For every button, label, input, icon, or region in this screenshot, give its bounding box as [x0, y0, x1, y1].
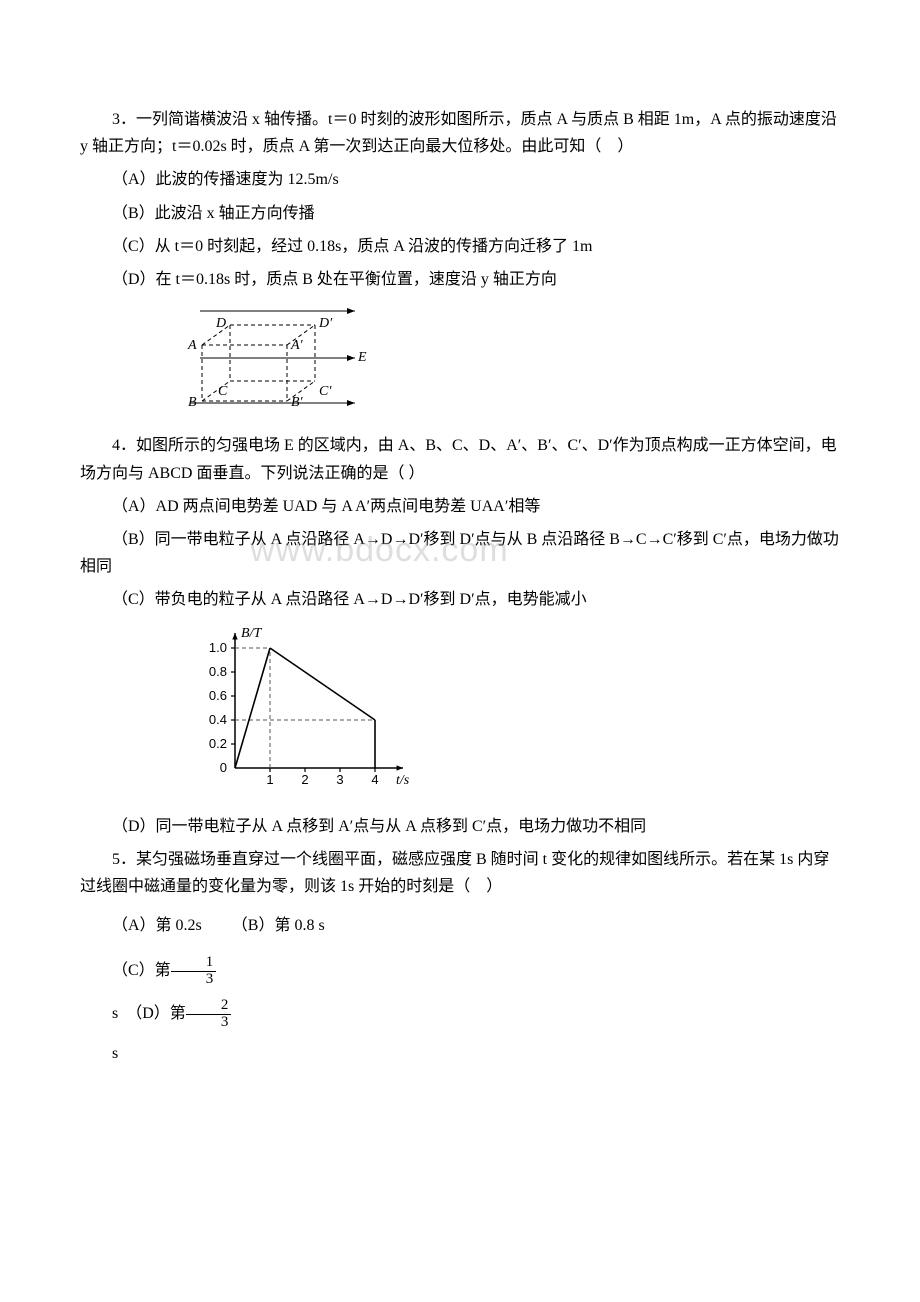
- q5-s-2: s: [80, 1040, 840, 1067]
- q5-c-den: 3: [171, 972, 217, 988]
- q5-d-den: 3: [186, 1015, 232, 1031]
- svg-text:C: C: [218, 384, 228, 399]
- svg-text:4: 4: [371, 772, 378, 787]
- svg-text:B: B: [188, 395, 197, 410]
- svg-text:t/s: t/s: [396, 773, 410, 788]
- fig-bt-graph: 0.2 0.4 0.6 0.8 1.0 0 1 2 3 4 B/T t/s: [180, 623, 840, 802]
- svg-text:3: 3: [336, 772, 343, 787]
- q4-option-c: （C）带负电的粒子从 A 点沿路径 A→D→D′移到 D′点，电势能减小: [80, 586, 840, 613]
- q5-option-a: （A）第 0.2s: [80, 912, 202, 939]
- q5-s-and-d: s （D）第23: [80, 998, 840, 1031]
- q3-option-d: （D）在 t＝0.18s 时，质点 B 处在平衡位置，速度沿 y 轴正方向: [80, 266, 840, 293]
- svg-text:D: D: [215, 316, 226, 331]
- q5-s-1: s: [112, 1005, 118, 1022]
- svg-text:2: 2: [301, 772, 308, 787]
- svg-text:1: 1: [266, 772, 273, 787]
- q5-option-b: （B）第 0.8 s: [232, 912, 325, 939]
- q3-option-c: （C）从 t＝0 时刻起，经过 0.18s，质点 A 沿波的传播方向迁移了 1m: [80, 233, 840, 260]
- q5-d-num: 2: [186, 998, 232, 1015]
- q4-option-b: （B）同一带电粒子从 A 点沿路径 A→D→D′移到 D′点与从 B 点沿路径 …: [80, 526, 840, 580]
- q3-option-b: （B）此波沿 x 轴正方向传播: [80, 200, 840, 227]
- q5-option-c: （C）第13: [80, 955, 840, 988]
- q5-d-prefix: （D）第: [134, 1005, 186, 1022]
- svg-text:B/T: B/T: [241, 626, 262, 641]
- svg-text:0.4: 0.4: [209, 712, 227, 727]
- q3-option-a: （A）此波的传播速度为 12.5m/s: [80, 166, 840, 193]
- svg-text:C′: C′: [319, 384, 332, 399]
- svg-text:0.6: 0.6: [209, 688, 227, 703]
- fig-cube: D D′ A A′ C C′ B B′ E: [180, 303, 840, 422]
- svg-text:0: 0: [220, 760, 227, 775]
- q4-option-d: （D）同一带电粒子从 A 点移到 A′点与从 A 点移到 C′点，电场力做功不相…: [80, 813, 840, 840]
- svg-text:B′: B′: [291, 395, 304, 410]
- q5-c-num: 1: [171, 955, 217, 972]
- q3-stem: 3．一列简谐横波沿 x 轴传播。t＝0 时刻的波形如图所示，质点 A 与质点 B…: [80, 106, 840, 160]
- svg-text:A′: A′: [290, 338, 304, 353]
- svg-text:E: E: [357, 350, 367, 365]
- q5-stem: 5．某匀强磁场垂直穿过一个线圈平面，磁感应强度 B 随时间 t 变化的规律如图线…: [80, 846, 840, 900]
- fraction-icon: 23: [186, 998, 232, 1031]
- svg-text:0.2: 0.2: [209, 736, 227, 751]
- svg-text:D′: D′: [318, 316, 333, 331]
- fraction-icon: 13: [171, 955, 217, 988]
- svg-text:1.0: 1.0: [209, 640, 227, 655]
- q4-option-a: （A）AD 两点间电势差 UAD 与 A A′两点间电势差 UAA′相等: [80, 493, 840, 520]
- q4-stem: 4．如图所示的匀强电场 E 的区域内，由 A、B、C、D、A′、B′、C′、D′…: [80, 432, 840, 486]
- svg-text:0.8: 0.8: [209, 664, 227, 679]
- q5-c-prefix: （C）第: [112, 962, 171, 979]
- svg-text:A: A: [187, 338, 197, 353]
